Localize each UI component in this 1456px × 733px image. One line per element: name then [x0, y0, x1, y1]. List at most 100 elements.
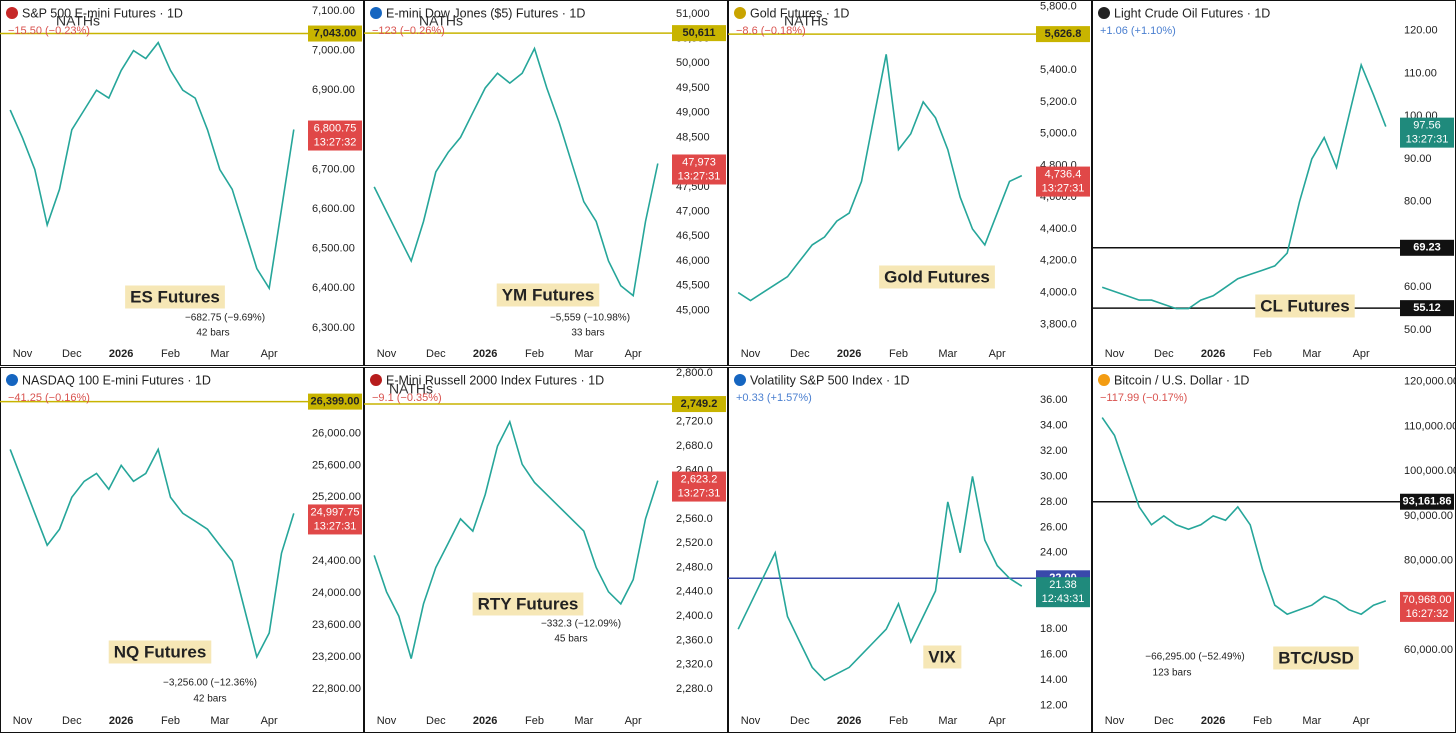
- note: NATHs: [784, 13, 828, 29]
- chart-panel: 50.0060.0070.0080.0090.00100.00110.00120…: [1092, 0, 1456, 366]
- big-label-box: [496, 283, 600, 307]
- level-box: [1400, 493, 1454, 510]
- y-tick-label: 47,000: [676, 205, 710, 217]
- y-tick-label: 24.00: [1040, 547, 1068, 559]
- symbol-icon: [1098, 7, 1110, 19]
- x-tick-label: 2026: [837, 348, 861, 360]
- price-line: [737, 476, 1023, 682]
- big-label-box: [923, 645, 962, 669]
- y-tick-label: 4,200.0: [1040, 255, 1077, 267]
- price-box: [1400, 591, 1454, 622]
- x-tick-label: Mar: [938, 715, 957, 727]
- change-text: −9.1 (−0.35%): [372, 392, 442, 404]
- y-tick-label: 100,000.00: [1404, 465, 1456, 477]
- x-tick-label: Nov: [377, 715, 397, 727]
- y-tick-label: 5,200.0: [1040, 96, 1077, 108]
- chart-title: NASDAQ 100 E-mini Futures · 1D: [22, 373, 211, 387]
- note: NATHs: [419, 13, 463, 29]
- level-label: 7,043.00: [314, 27, 357, 39]
- level-label: 93,161.86: [1403, 496, 1452, 508]
- symbol-icon: [6, 7, 18, 19]
- change-text: −123 (−0.26%): [372, 25, 445, 37]
- x-tick-label: Nov: [13, 348, 33, 360]
- big-label-box: [472, 592, 584, 616]
- y-tick-label: 18.00: [1040, 623, 1068, 635]
- price-box: [672, 154, 726, 185]
- x-tick-label: 2026: [109, 348, 133, 360]
- level-label: 26,399.00: [311, 396, 360, 408]
- chart-title: Gold Futures · 1D: [750, 6, 849, 20]
- y-tick-label: 36.00: [1040, 394, 1068, 406]
- bars-count: 45 bars: [554, 634, 587, 645]
- level-label: 2,749.2: [681, 398, 718, 410]
- measure: −682.75 (−9.69%): [185, 313, 265, 324]
- y-tick-label: 14.00: [1040, 674, 1068, 686]
- x-tick-label: Mar: [938, 348, 957, 360]
- y-tick-label: 49,000: [676, 107, 710, 119]
- price-time: 13:27:31: [1042, 182, 1085, 194]
- change-text: −41.25 (−0.16%): [8, 392, 90, 404]
- change-text: +0.33 (+1.57%): [736, 392, 812, 404]
- x-tick-label: Nov: [741, 715, 761, 727]
- y-tick-label: 26,000.00: [312, 427, 361, 439]
- change-text: −8.6 (−0.18%): [736, 25, 806, 37]
- change-text: −117.99 (−0.17%): [1100, 392, 1187, 404]
- y-tick-label: 50,000: [676, 57, 710, 69]
- price-box: [1036, 577, 1090, 608]
- big-label: Gold Futures: [884, 267, 990, 286]
- y-tick-label: 51,000: [676, 8, 710, 20]
- x-tick-label: Apr: [625, 348, 642, 360]
- level-box: [1400, 239, 1454, 256]
- y-tick-label: 120.00: [1404, 25, 1438, 37]
- change-text: +1.06 (+1.10%): [1100, 25, 1176, 37]
- price-time: 12:43:31: [1042, 593, 1085, 605]
- y-tick-label: 45,500: [676, 280, 710, 292]
- y-tick-label: 25,200.00: [312, 491, 361, 503]
- panel-frame: [728, 0, 1092, 366]
- price-line: [1101, 62, 1387, 310]
- y-tick-label: 120,000.00: [1404, 376, 1456, 388]
- y-tick-label: 6,600.00: [312, 203, 355, 215]
- level-label: 69.23: [1413, 242, 1441, 254]
- y-tick-label: 6,900.00: [312, 84, 355, 96]
- y-tick-label: 26.00: [1040, 521, 1068, 533]
- x-tick-label: Dec: [790, 348, 810, 360]
- price-time: 13:27:31: [1406, 134, 1449, 146]
- y-tick-label: 4,400.0: [1040, 223, 1077, 235]
- price-line: [373, 419, 659, 659]
- x-tick-label: Mar: [1302, 715, 1321, 727]
- chart-title: Bitcoin / U.S. Dollar · 1D: [1114, 373, 1249, 387]
- symbol-icon: [1098, 374, 1110, 386]
- big-label: CL Futures: [1260, 296, 1349, 315]
- y-tick-label: 4,000.0: [1040, 286, 1077, 298]
- y-tick-label: 16.00: [1040, 649, 1068, 661]
- y-tick-label: 2,560.0: [676, 513, 713, 525]
- big-label: ES Futures: [130, 287, 220, 306]
- price-time: 13:27:32: [314, 136, 357, 148]
- y-tick-label: 60.00: [1404, 281, 1432, 293]
- price-time: 13:27:31: [678, 487, 721, 499]
- x-tick-label: Apr: [261, 715, 278, 727]
- price-label: 2,623.2: [681, 473, 718, 485]
- level-box: [308, 25, 362, 42]
- measure: −3,256.00 (−12.36%): [163, 678, 257, 689]
- x-tick-label: Apr: [989, 348, 1006, 360]
- chart-panel: 45,00045,50046,00046,50047,00047,50048,0…: [364, 0, 728, 366]
- price-line: [373, 46, 659, 298]
- x-tick-label: Mar: [210, 348, 229, 360]
- level-label: 50,611: [682, 27, 715, 39]
- big-label: YM Futures: [502, 285, 595, 304]
- price-line: [9, 447, 295, 660]
- y-tick-label: 24,000.00: [312, 587, 361, 599]
- y-tick-label: 2,680.0: [676, 440, 713, 452]
- y-tick-label: 2,720.0: [676, 416, 713, 428]
- x-tick-label: Apr: [1353, 348, 1370, 360]
- note: NATHs: [389, 381, 433, 397]
- change-text: −15.50 (−0.23%): [8, 25, 90, 37]
- y-tick-label: 49,500: [676, 82, 710, 94]
- price-box: [308, 120, 362, 151]
- y-tick-label: 46,500: [676, 230, 710, 242]
- bars-count: 42 bars: [196, 328, 229, 339]
- panel-frame: [0, 0, 364, 366]
